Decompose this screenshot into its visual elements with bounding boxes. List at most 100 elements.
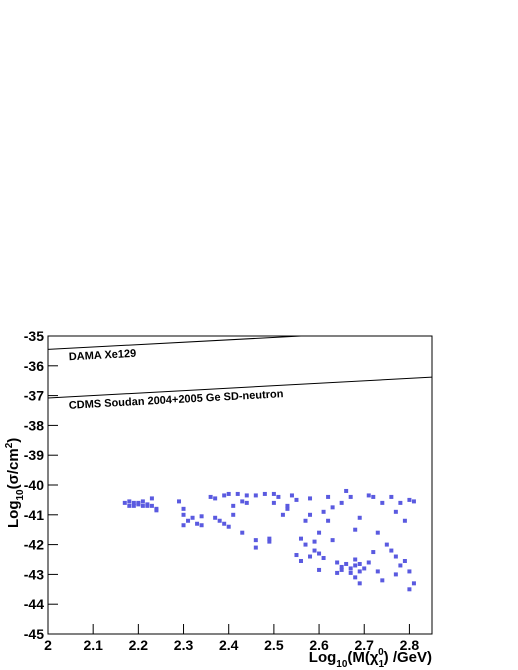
data-point — [303, 542, 308, 547]
y-tick-label: -40 — [24, 477, 44, 493]
data-point — [398, 500, 403, 505]
data-point — [393, 554, 398, 559]
data-point — [393, 509, 398, 514]
data-point — [226, 524, 231, 529]
data-point — [217, 518, 222, 523]
curve-label: CDMS Soudan 2004+2005 Ge SD-neutron — [69, 388, 284, 412]
data-point — [357, 561, 362, 566]
data-point — [181, 506, 186, 511]
data-point — [375, 530, 380, 535]
data-point — [326, 518, 331, 523]
y-label-part: Log — [5, 501, 22, 529]
data-point — [411, 499, 416, 504]
data-point — [294, 553, 299, 558]
x-tick-label: 2.7 — [355, 637, 375, 653]
data-point — [149, 496, 154, 501]
data-point — [226, 491, 231, 496]
data-point — [298, 536, 303, 541]
data-point — [199, 523, 204, 528]
x-tick-label: 2.1 — [83, 637, 103, 653]
limit-curve — [47, 335, 302, 350]
data-point — [213, 515, 218, 520]
data-point — [253, 545, 258, 550]
data-point — [402, 518, 407, 523]
data-point — [213, 496, 218, 501]
data-point — [131, 503, 136, 508]
data-point — [208, 494, 213, 499]
y-axis-label: Log10(σ/cm2) — [4, 438, 26, 528]
data-point — [308, 512, 313, 517]
data-point — [240, 530, 245, 535]
data-point — [231, 512, 236, 517]
data-point — [127, 503, 132, 508]
data-point — [357, 581, 362, 586]
y-tick-label: -43 — [24, 566, 44, 582]
data-point — [285, 506, 290, 511]
data-point — [348, 566, 353, 571]
data-point — [375, 569, 380, 574]
data-point — [199, 514, 204, 519]
data-point — [276, 494, 281, 499]
data-point — [222, 493, 227, 498]
data-point — [308, 496, 313, 501]
data-point — [140, 503, 145, 508]
data-point — [326, 494, 331, 499]
data-point — [366, 493, 371, 498]
data-point — [294, 497, 299, 502]
limit-curve — [47, 376, 433, 399]
data-point — [285, 503, 290, 508]
y-tick-label: -45 — [24, 626, 44, 642]
data-point — [317, 551, 322, 556]
data-point — [353, 557, 358, 562]
data-point — [389, 548, 394, 553]
data-point — [317, 530, 322, 535]
data-point — [339, 567, 344, 572]
data-point — [222, 521, 227, 526]
data-point — [353, 527, 358, 532]
data-point — [407, 569, 412, 574]
data-point — [371, 550, 376, 555]
data-point — [267, 536, 272, 541]
data-point — [181, 512, 186, 517]
data-point — [344, 488, 349, 493]
data-point — [303, 518, 308, 523]
data-point — [353, 563, 358, 568]
data-point — [339, 500, 344, 505]
data-point — [127, 499, 132, 504]
data-point — [289, 493, 294, 498]
data-point — [298, 558, 303, 563]
x-tick-label: 2 — [44, 637, 52, 653]
data-point — [145, 503, 150, 508]
data-point — [335, 570, 340, 575]
data-point — [131, 500, 136, 505]
y-tick-label: -37 — [24, 388, 44, 404]
y-tick-label: -39 — [24, 447, 44, 463]
data-point — [312, 539, 317, 544]
curve-label: DAMA Xe129 — [69, 348, 137, 364]
data-point — [122, 500, 127, 505]
x-tick-label: 2.4 — [219, 637, 239, 653]
data-point — [154, 508, 159, 513]
y-label-part: ) — [5, 438, 22, 443]
y-tick-label: -44 — [24, 596, 44, 612]
data-point — [362, 566, 367, 571]
data-point — [244, 493, 249, 498]
data-point — [335, 560, 340, 565]
x-label-part: ) /GeV) — [384, 649, 432, 666]
data-point — [181, 523, 186, 528]
data-point — [339, 564, 344, 569]
data-point — [240, 499, 245, 504]
data-point — [190, 515, 195, 520]
data-point — [371, 494, 376, 499]
data-point — [407, 497, 412, 502]
data-point — [407, 587, 412, 592]
y-tick-label: -42 — [24, 537, 44, 553]
data-point — [321, 509, 326, 514]
data-point — [389, 494, 394, 499]
x-tick-label: 2.6 — [309, 637, 329, 653]
data-point — [312, 548, 317, 553]
data-point — [308, 554, 313, 559]
y-tick-label: -41 — [24, 507, 44, 523]
data-point — [235, 491, 240, 496]
